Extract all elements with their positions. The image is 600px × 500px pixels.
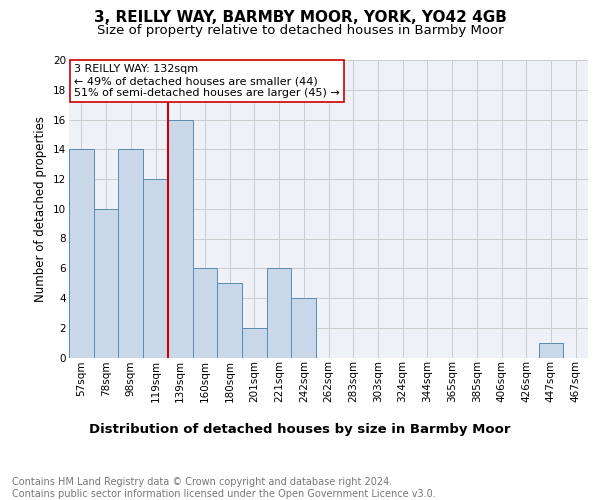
Bar [193,268,217,358]
Bar [292,298,316,358]
Bar [168,120,193,358]
Bar [217,283,242,358]
Bar [143,179,168,358]
Text: Size of property relative to detached houses in Barmby Moor: Size of property relative to detached ho… [97,24,503,37]
Text: 3, REILLY WAY, BARMBY MOOR, YORK, YO42 4GB: 3, REILLY WAY, BARMBY MOOR, YORK, YO42 4… [94,10,506,25]
Bar [267,268,292,358]
Text: 3 REILLY WAY: 132sqm
← 49% of detached houses are smaller (44)
51% of semi-detac: 3 REILLY WAY: 132sqm ← 49% of detached h… [74,64,340,98]
Bar [242,328,267,358]
Y-axis label: Number of detached properties: Number of detached properties [34,116,47,302]
Bar [69,149,94,358]
Bar [94,209,118,358]
Bar [539,342,563,357]
Bar [118,149,143,358]
Text: Distribution of detached houses by size in Barmby Moor: Distribution of detached houses by size … [89,422,511,436]
Text: Contains HM Land Registry data © Crown copyright and database right 2024.
Contai: Contains HM Land Registry data © Crown c… [12,478,436,499]
